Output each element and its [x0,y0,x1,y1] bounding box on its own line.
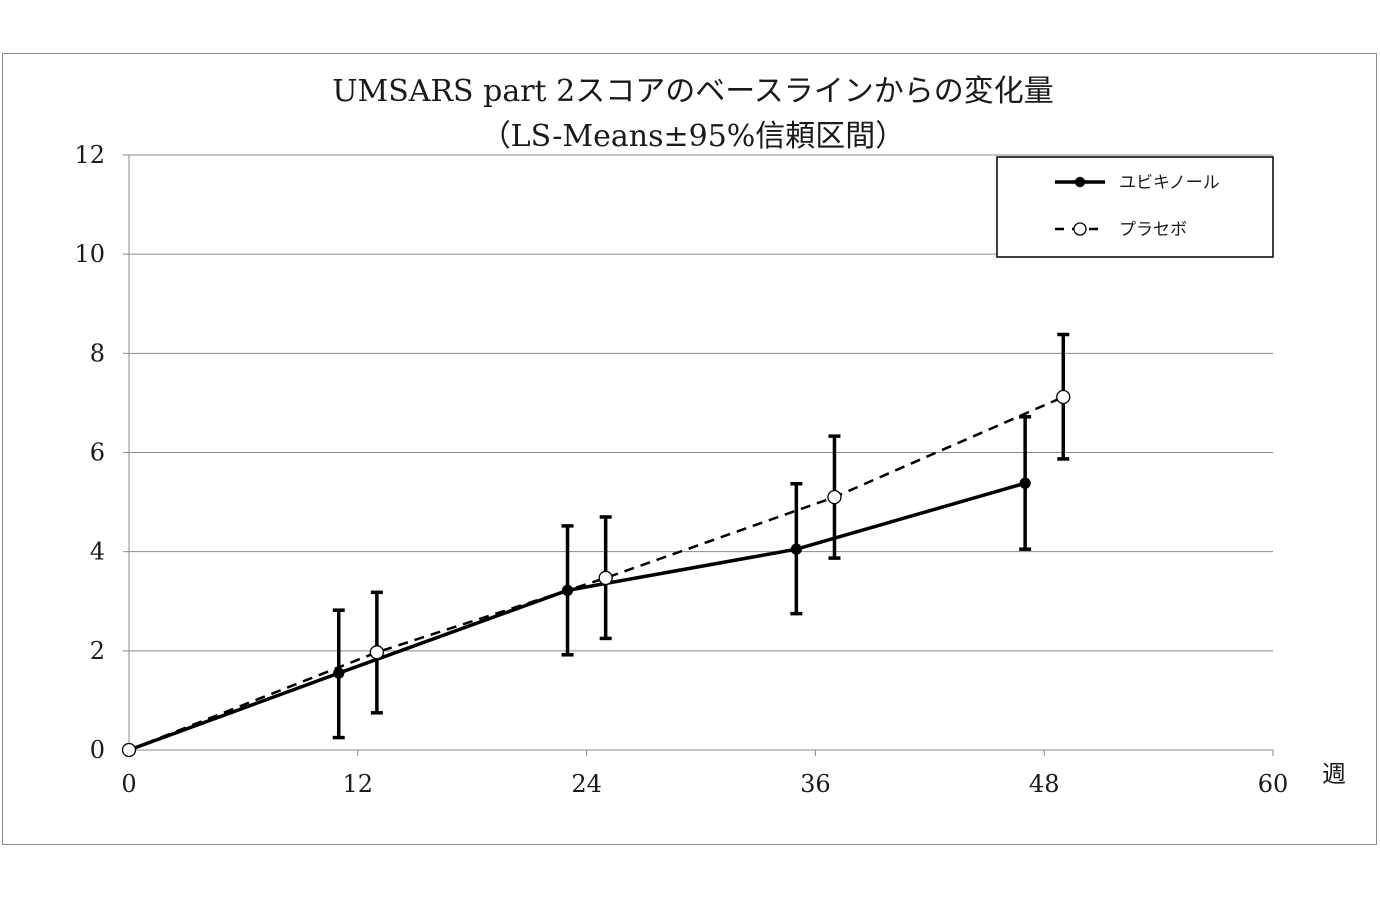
data-point [790,543,802,555]
series-layer [121,332,1071,758]
legend-swatch-marker [1074,176,1086,188]
series-line [128,481,1026,752]
legend-label: ユビキノール [1119,173,1220,193]
chart-frame [2,53,1377,845]
axes [123,154,1274,756]
data-point [121,742,137,758]
y-tick-label: 4 [90,538,105,566]
data-point [827,489,842,505]
legend-box [996,156,1274,258]
y-tick-label: 12 [74,141,105,169]
data-point [369,645,385,660]
y-tick-label: 0 [90,736,105,764]
x-tick-label: 0 [121,770,136,798]
legend-swatch-marker [1073,222,1087,236]
data-point [598,570,613,586]
series-line [128,395,1064,752]
y-tick-label: 2 [90,637,105,665]
chart-subtitle: （LS-Means±95%信頼区間） [481,119,906,154]
series-1 [121,332,1071,758]
x-axis-label: 週 [1322,760,1346,788]
chart-title: UMSARS part 2スコアのベースラインからの変化量 [332,74,1054,109]
data-point [1056,389,1071,405]
x-tick-label: 36 [800,770,831,798]
x-tick-label: 24 [571,770,602,798]
y-tick-label: 8 [90,339,105,367]
y-tick-label: 10 [74,240,105,268]
data-point [1019,477,1031,489]
y-tick-label: 6 [90,439,105,467]
x-tick-label: 60 [1258,770,1289,798]
x-tick-label: 12 [343,770,374,798]
x-tick-label: 48 [1029,770,1060,798]
legend-label: プラセボ [1119,220,1187,240]
